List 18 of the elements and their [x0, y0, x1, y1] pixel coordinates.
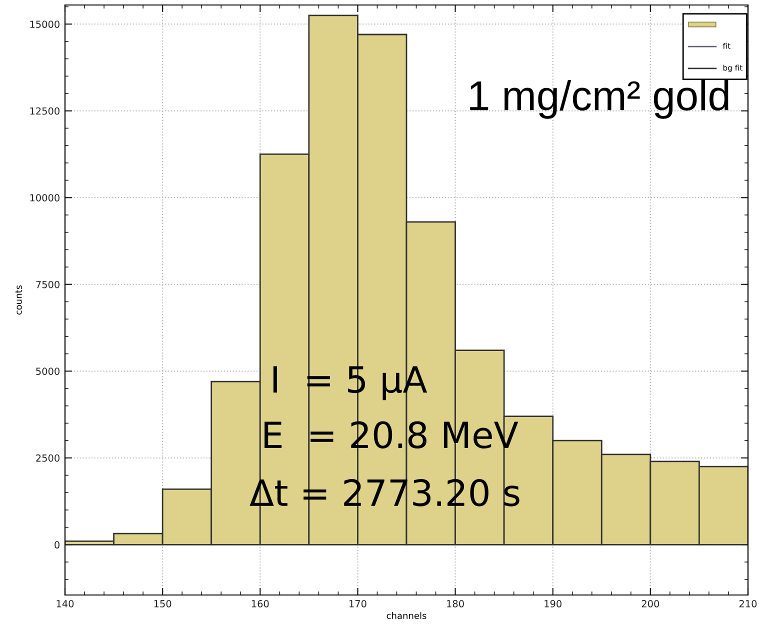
x-tick-label: 200: [642, 600, 660, 608]
x-tick-label: 160: [252, 600, 269, 608]
x-tick-label: 150: [154, 600, 172, 608]
y-tick-label: 7500: [36, 280, 60, 288]
y-tick-label: 5000: [36, 368, 60, 375]
y-tick-label: 2500: [36, 454, 60, 462]
x-tick-label: 140: [56, 600, 74, 608]
y-tick-label: 0: [54, 541, 60, 549]
x-axis-title: channels: [386, 612, 426, 620]
y-tick-label: 12500: [30, 107, 60, 115]
y-axis-title: counts: [15, 285, 22, 315]
x-tick-label: 180: [447, 600, 464, 608]
x-tick-label: 170: [350, 600, 366, 608]
x-tick-label: 210: [739, 600, 757, 608]
annotation: 1 mg/cm² gold: [470, 80, 728, 119]
x-tick-label: 190: [544, 600, 562, 608]
y-tick-label: 10000: [30, 194, 60, 202]
y-tick-label: 15000: [30, 20, 60, 28]
